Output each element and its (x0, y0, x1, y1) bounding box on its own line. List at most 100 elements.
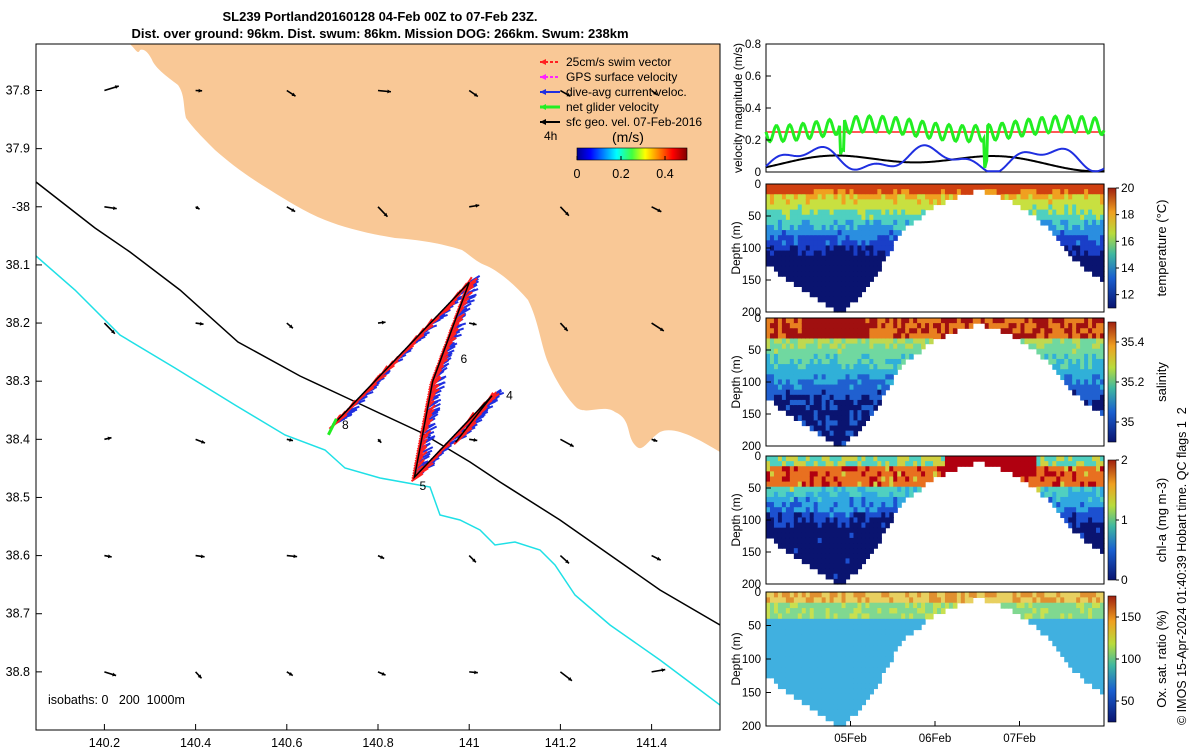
section-cell (833, 425, 839, 432)
section-cell (825, 507, 831, 513)
section-cell (845, 624, 851, 631)
section-cell (857, 265, 863, 272)
section-cell (769, 209, 775, 216)
section-cell (1064, 235, 1069, 241)
section-cell (825, 481, 831, 488)
section-cell (1096, 476, 1101, 483)
section-cell (917, 466, 922, 472)
section-cell (877, 634, 882, 641)
section-cell (781, 384, 787, 391)
section-cell (1096, 522, 1101, 529)
section-cell (881, 496, 886, 503)
section-cell (845, 369, 851, 375)
section-cell (1068, 214, 1073, 221)
section-cell (1060, 318, 1065, 324)
section-cell (766, 592, 771, 598)
section-cell (797, 265, 803, 272)
swim-vector (421, 413, 433, 426)
section-cell (1096, 543, 1101, 549)
section-cell (861, 688, 867, 695)
section-cell (925, 456, 930, 462)
section-cell (885, 348, 890, 355)
section-cell (841, 548, 847, 554)
section-cell (849, 667, 855, 673)
section-cell (861, 512, 867, 519)
section-cell (873, 379, 878, 386)
section-cell (1100, 224, 1105, 231)
section-cell (1088, 466, 1093, 472)
section-cell (873, 328, 878, 334)
section-cell (773, 496, 779, 503)
section-cell (773, 597, 779, 604)
section-cell (889, 491, 894, 498)
section-cell (841, 699, 847, 706)
section-cell (881, 374, 886, 381)
section-cell (777, 650, 783, 657)
section-cell (1068, 491, 1073, 498)
section-cell (889, 374, 894, 381)
section-cell (1052, 456, 1057, 462)
section-cell (1060, 512, 1065, 519)
section-cell (936, 597, 942, 604)
section-cell (861, 486, 867, 493)
section-cell (889, 471, 894, 478)
section-cell (873, 597, 878, 604)
section-cell (1100, 265, 1105, 272)
section-cell (769, 507, 775, 513)
section-cell (1084, 634, 1089, 641)
section-cell (817, 517, 823, 524)
section-cell (1100, 512, 1105, 519)
section-cell (789, 364, 795, 370)
section-cell (849, 286, 855, 293)
section-cell (841, 543, 847, 549)
section-cell (829, 693, 835, 700)
section-cell (1060, 602, 1065, 609)
section-cell (825, 517, 831, 524)
section-cell (1056, 199, 1061, 206)
section-cell (901, 358, 906, 365)
section-cell (1096, 613, 1101, 620)
section-cell (1084, 260, 1089, 267)
section-cell (952, 466, 958, 472)
section-cell (909, 204, 914, 211)
section-cell (1088, 209, 1093, 216)
section-cell (1084, 507, 1089, 513)
credit-text: © IMOS 15-Apr-2024 01:40:39 Hobart time.… (1175, 407, 1189, 725)
section-cell (869, 543, 874, 549)
section-cell (1052, 613, 1057, 620)
section-cell (789, 194, 795, 200)
section-cell (889, 245, 894, 252)
section-cell (1100, 410, 1105, 416)
section-cell (781, 471, 787, 478)
section-cell (809, 512, 815, 519)
section-cell (1080, 656, 1085, 663)
section-cell (789, 683, 795, 690)
section-cell (837, 548, 843, 554)
section-cell (1060, 348, 1065, 355)
depth-tick-label: 150 (742, 547, 761, 559)
section-cell (789, 369, 795, 375)
section-cell (1000, 184, 1006, 190)
section-cell (849, 624, 855, 631)
section-cell (1072, 471, 1077, 478)
section-cell (766, 496, 771, 503)
section-cell (833, 420, 839, 427)
section-cell (785, 189, 791, 195)
section-cell (1044, 456, 1049, 462)
section-cell (865, 265, 870, 272)
section-cell (821, 389, 827, 396)
section-cell (805, 522, 811, 529)
section-cell (785, 481, 791, 488)
section-cell (952, 597, 958, 604)
right-panels: 00.20.40.60.8 velocity magnitude (m/s) 0… (729, 39, 1189, 745)
section-cell (1080, 461, 1085, 467)
section-cell (1092, 602, 1097, 609)
section-cell (889, 369, 894, 375)
section-cell (845, 502, 851, 508)
section-cell (1028, 204, 1034, 211)
section-cell (797, 199, 803, 206)
section-cell (877, 656, 882, 663)
section-cell (1068, 476, 1073, 483)
section-cell (1052, 491, 1057, 498)
section-cell (837, 358, 843, 365)
